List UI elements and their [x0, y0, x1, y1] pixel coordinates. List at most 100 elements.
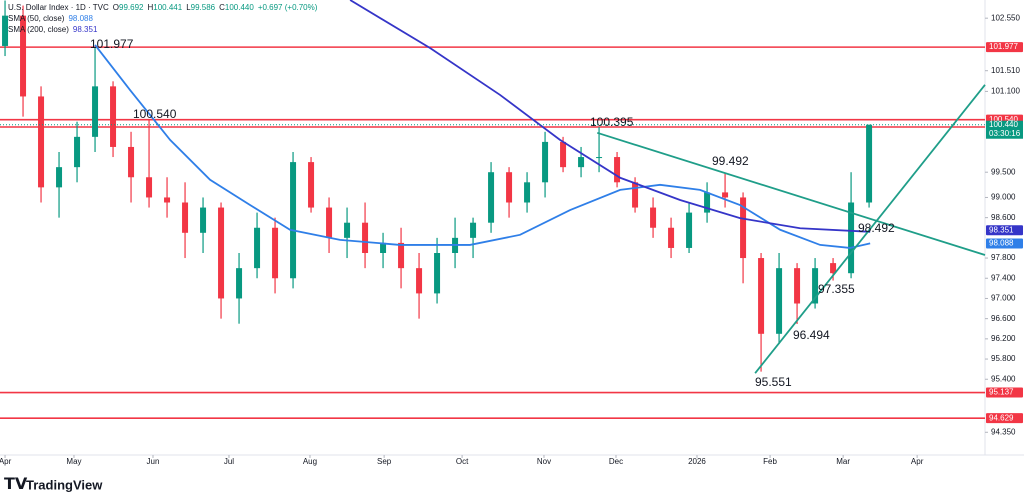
y-tick-label: 97.800 — [991, 253, 1016, 262]
ohlc: O99.692 H100.441 L99.586 C100.440 — [113, 3, 255, 12]
candle-body — [614, 157, 621, 183]
level-label: 95.137 — [989, 388, 1014, 397]
candle-body — [740, 197, 747, 259]
candle-body — [56, 167, 63, 188]
y-tick-label: 99.500 — [991, 167, 1016, 176]
x-tick-label: Apr — [0, 457, 12, 466]
ohlc-value: 99.692 — [119, 3, 144, 12]
sma-label: 98.088 — [989, 239, 1014, 248]
y-tick-label: 95.800 — [991, 354, 1016, 363]
legend: SMA (50, close) 98.088 SMA (200, close) 98.… — [8, 14, 98, 34]
x-tick-label: Oct — [456, 457, 469, 466]
legend-name: SMA (50, close) — [8, 14, 65, 23]
annotation: 96.494 — [793, 328, 830, 342]
x-tick-label: Jun — [147, 457, 160, 466]
candle-body — [146, 177, 153, 198]
x-tick-label: Feb — [763, 457, 777, 466]
y-tick-label: 101.510 — [991, 66, 1020, 75]
legend-entry: SMA (200, close) 98.351 — [8, 25, 98, 34]
price-label: 100.440 — [989, 120, 1018, 129]
candle-body — [812, 268, 819, 304]
candle-body — [236, 268, 243, 299]
candle-body — [308, 162, 315, 208]
candle-body — [416, 268, 423, 294]
legend-entry: SMA (50, close) 98.088 — [8, 14, 93, 23]
ohlc-value: 100.441 — [153, 3, 182, 12]
candle-body — [704, 192, 711, 213]
level-label-box — [986, 42, 1023, 53]
ohlc-key: H — [147, 3, 153, 12]
symbol: U.S. Dollar Index · 1D · TVC — [8, 3, 109, 12]
candle-body — [578, 157, 585, 168]
candle-body — [2, 15, 9, 46]
candle-body — [506, 172, 513, 203]
candle-body — [830, 263, 837, 274]
legend-value: 98.088 — [68, 14, 93, 23]
x-tick-label: Aug — [303, 457, 317, 466]
candle-body — [434, 253, 441, 294]
candle-body — [398, 242, 405, 269]
candle-body — [542, 141, 549, 183]
axes: 102.550 101.510 101.100 99.500 99.000 98.600 9… — [0, 13, 1023, 466]
x-tick-label: Apr — [911, 457, 924, 466]
trendline — [596, 131, 986, 256]
y-tick-label: 95.400 — [991, 374, 1016, 383]
candle-body — [650, 207, 657, 228]
candle-body — [794, 268, 801, 304]
candle-body — [596, 157, 603, 159]
legend-name: SMA (200, close) — [8, 25, 69, 34]
candle-body — [38, 96, 45, 188]
annotation: 98.492 — [858, 221, 895, 235]
candle-body — [686, 212, 693, 248]
logo: 𝗧𝗩 TradingView — [4, 476, 103, 493]
candle-body — [722, 192, 729, 198]
candle-body — [20, 15, 27, 97]
ohlc-value: 99.586 — [191, 3, 216, 12]
y-tick-label: 96.600 — [991, 314, 1016, 323]
sma-label-box — [986, 225, 1023, 236]
candle-body — [560, 141, 567, 168]
change: +0.697 (+0.70%) — [258, 3, 318, 12]
candle-body — [110, 86, 117, 147]
x-tick-label: Sep — [377, 457, 392, 466]
level-label: 100.540 — [989, 115, 1018, 124]
legend-value: 98.351 — [73, 25, 98, 34]
annotation: 100.540 — [133, 107, 177, 121]
sma-line — [349, 0, 871, 233]
candle-body — [272, 227, 279, 279]
level-label: 101.977 — [989, 42, 1018, 51]
header: U.S. Dollar Index · 1D · TVC O99.692 H100.… — [8, 3, 318, 12]
annotation: 100.395 — [590, 115, 634, 129]
y-tick-label: 97.400 — [991, 273, 1016, 282]
candle-body — [92, 86, 99, 137]
ohlc-key: O — [113, 3, 119, 12]
candle-body — [470, 222, 477, 238]
candle-body — [362, 222, 369, 254]
candle-body — [200, 207, 207, 233]
annotation: 101.977 — [90, 37, 134, 51]
y-tick-label: 97.000 — [991, 294, 1016, 303]
y-tick-label: 98.600 — [991, 213, 1016, 222]
ohlc-key: L — [186, 3, 191, 12]
sma-line — [94, 44, 871, 249]
trendline — [754, 84, 986, 374]
plot: 101.977 100.540 100.395 99.492 98.492 97.355 9… — [0, 0, 986, 419]
candle-body — [668, 227, 675, 248]
candle-body — [488, 172, 495, 223]
annotation: 97.355 — [818, 282, 855, 296]
ohlc-key: C — [219, 3, 225, 12]
sma-label: 98.351 — [989, 225, 1014, 234]
level-label-box — [986, 387, 1023, 398]
ohlc-value: 100.440 — [225, 3, 254, 12]
candle-body — [326, 207, 333, 238]
candle-body — [254, 227, 261, 269]
candle-body — [758, 258, 765, 334]
candle-body — [218, 207, 225, 299]
annotation: 95.551 — [755, 375, 792, 389]
level-label: 94.629 — [989, 413, 1014, 422]
candle-body — [128, 146, 135, 178]
candle-body — [164, 197, 171, 203]
x-tick-label: Dec — [609, 457, 623, 466]
x-tick-label: Jul — [224, 457, 234, 466]
